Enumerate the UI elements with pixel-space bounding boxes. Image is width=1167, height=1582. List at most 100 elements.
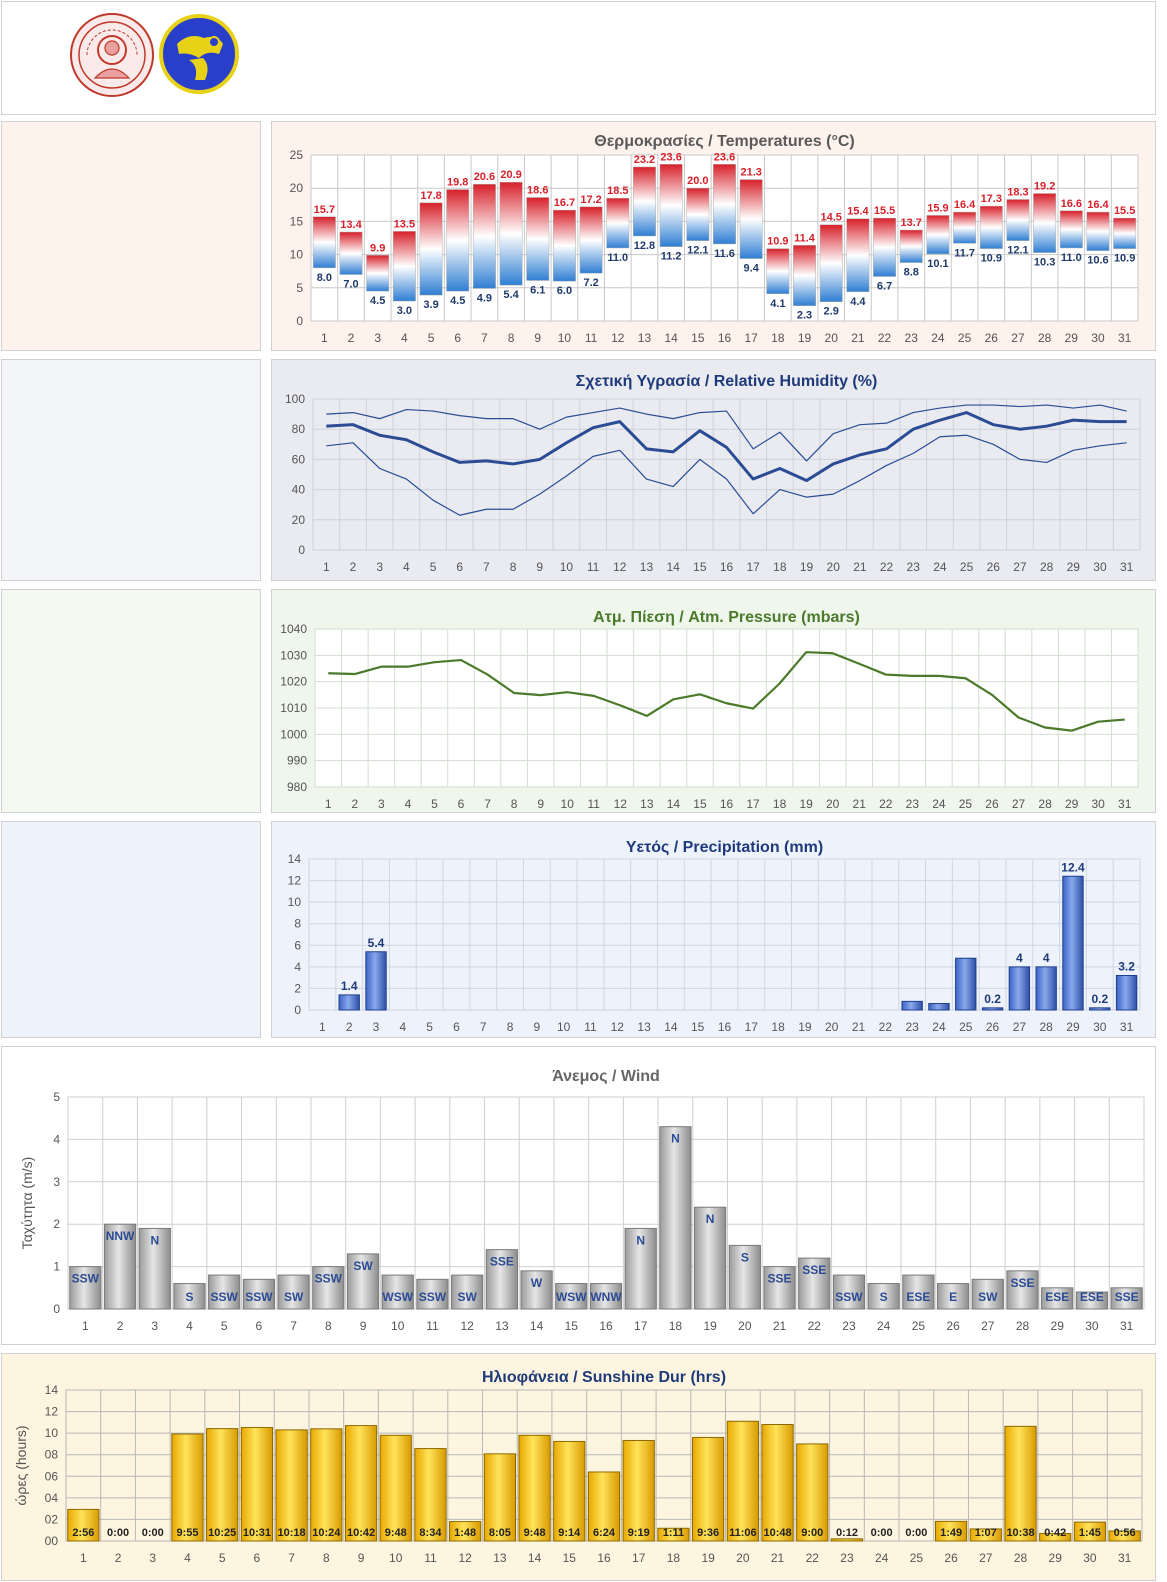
max-temperature-label: 17.3 [981, 193, 1002, 205]
temperature-range-bar [873, 217, 897, 277]
x-tick-label: 13 [640, 560, 654, 574]
min-temperature-label: 6.7 [877, 281, 892, 293]
y-tick-label: 4 [53, 1132, 60, 1146]
x-tick-label: 9 [534, 1020, 541, 1034]
x-tick-label: 12 [613, 560, 627, 574]
sunshine-duration-label: 9:48 [524, 1527, 546, 1539]
y-tick-label: 980 [287, 780, 307, 794]
x-tick-label: 21 [853, 797, 867, 811]
max-temperature-label: 9.9 [370, 242, 385, 254]
sunshine-duration-label: 10:38 [1006, 1527, 1034, 1539]
chart-title: Ηλιοφάνεια / Sunshine Dur (hrs) [482, 1369, 726, 1386]
sunshine-bar [310, 1428, 343, 1542]
x-tick-label: 17 [744, 331, 758, 345]
sunshine-duration-label: 8:34 [419, 1527, 442, 1539]
temperature-range-bar [819, 224, 843, 302]
y-tick-label: 14 [288, 852, 302, 866]
sunshine-duration-label: 9:36 [697, 1527, 719, 1539]
y-tick-label: 5 [53, 1090, 60, 1104]
x-tick-label: 16 [599, 1319, 613, 1333]
precipitation-bar [1089, 1007, 1111, 1011]
precipitation-value-label: 3.2 [1118, 959, 1135, 973]
temperature-range-bar [446, 189, 470, 292]
max-temperature-label: 13.4 [340, 219, 362, 231]
wind-direction-label: S [185, 1290, 193, 1304]
sunshine-bar [830, 1538, 864, 1542]
x-tick-label: 28 [1038, 797, 1052, 811]
wind-speed-bar [589, 1283, 623, 1310]
x-tick-label: 1 [323, 560, 330, 574]
min-temperature-label: 11.0 [607, 252, 628, 264]
sunshine-duration-label: 0:12 [836, 1527, 858, 1539]
sunshine-duration-label: 0:00 [107, 1527, 129, 1539]
max-temperature-label: 20.6 [474, 171, 495, 183]
wind-speed-bar [485, 1249, 518, 1310]
max-temperature-label: 19.8 [447, 177, 468, 189]
x-tick-label: 25 [910, 1551, 924, 1565]
wind-direction-label: ESE [1080, 1290, 1104, 1304]
sunshine-duration-label: 6:24 [593, 1527, 616, 1539]
x-tick-label: 11 [588, 797, 601, 811]
sunshine-bar [1004, 1425, 1037, 1542]
y-tick-label: 990 [287, 754, 307, 768]
x-tick-label: 14 [530, 1319, 544, 1333]
temperature-range-bar [579, 206, 603, 274]
wind-direction-label: SW [457, 1290, 477, 1304]
min-temperature-label: 12.1 [687, 245, 708, 257]
sunshine-duration-label: 10:31 [243, 1527, 271, 1539]
precipitation-bar [338, 994, 360, 1011]
temperature-chart-panel: Θερμοκρασίες / Temperatures (°C) 0 5 10 15 20… [271, 121, 1156, 351]
x-tick-label: 28 [1038, 331, 1052, 345]
x-tick-label: 31 [1118, 1551, 1132, 1565]
x-tick-label: 30 [1093, 560, 1107, 574]
x-tick-label: 31 [1118, 331, 1132, 345]
min-temperature-label: 10.1 [927, 258, 948, 270]
chart-title: Ατμ. Πίεση / Atm. Pressure (mbars) [593, 609, 860, 626]
x-tick-label: 10 [561, 797, 575, 811]
x-tick-label: 20 [826, 797, 840, 811]
sunshine-duration-label: 11:06 [729, 1527, 757, 1539]
x-tick-label: 10 [560, 560, 574, 574]
wind-direction-label: N [150, 1233, 159, 1247]
x-tick-label: 8 [325, 1319, 332, 1333]
humidity-mean-line [326, 411, 1127, 483]
wind-direction-label: N [671, 1132, 680, 1146]
x-tick-label: 25 [959, 1020, 973, 1034]
x-tick-label: 28 [1016, 1319, 1030, 1333]
max-temperature-label: 16.6 [1061, 198, 1082, 210]
sunshine-bar [657, 1527, 690, 1542]
sunshine-duration-label: 9:19 [628, 1527, 650, 1539]
min-temperature-label: 3.9 [423, 299, 438, 311]
x-tick-label: 24 [875, 1551, 889, 1565]
y-tick-label: 0 [294, 1003, 301, 1017]
x-tick-label: 19 [798, 331, 812, 345]
x-tick-label: 5 [430, 560, 437, 574]
min-temperature-label: 12.8 [634, 240, 655, 252]
x-tick-label: 5 [219, 1551, 226, 1565]
x-tick-label: 27 [981, 1319, 995, 1333]
x-tick-label: 11 [426, 1319, 439, 1333]
sunshine-duration-label: 1:07 [975, 1527, 997, 1539]
max-temperature-label: 20.0 [687, 175, 708, 187]
wind-speed-bar [936, 1283, 970, 1310]
precipitation-bar [1035, 966, 1057, 1011]
x-tick-label: 5 [221, 1319, 228, 1333]
x-tick-label: 14 [666, 560, 680, 574]
temperature-range-bar [499, 181, 523, 286]
x-tick-label: 4 [186, 1319, 193, 1333]
x-tick-label: 25 [960, 560, 974, 574]
wind-direction-label: N [706, 1212, 715, 1226]
min-temperature-label: 6.1 [530, 284, 545, 296]
wind-speed-bar [624, 1227, 657, 1310]
x-tick-label: 14 [528, 1551, 542, 1565]
precipitation-bar [365, 951, 387, 1011]
humidity-side-panel [1, 359, 261, 581]
x-tick-label: 22 [879, 797, 893, 811]
min-temperature-label: 12.1 [1007, 245, 1028, 257]
x-tick-label: 21 [852, 1020, 866, 1034]
y-tick-label: 02 [45, 1512, 59, 1526]
wind-speed-bar [208, 1274, 241, 1310]
sunshine-duration-label: 9:55 [176, 1527, 198, 1539]
max-temperature-label: 17.2 [580, 194, 601, 206]
wind-direction-label: N [636, 1233, 645, 1247]
